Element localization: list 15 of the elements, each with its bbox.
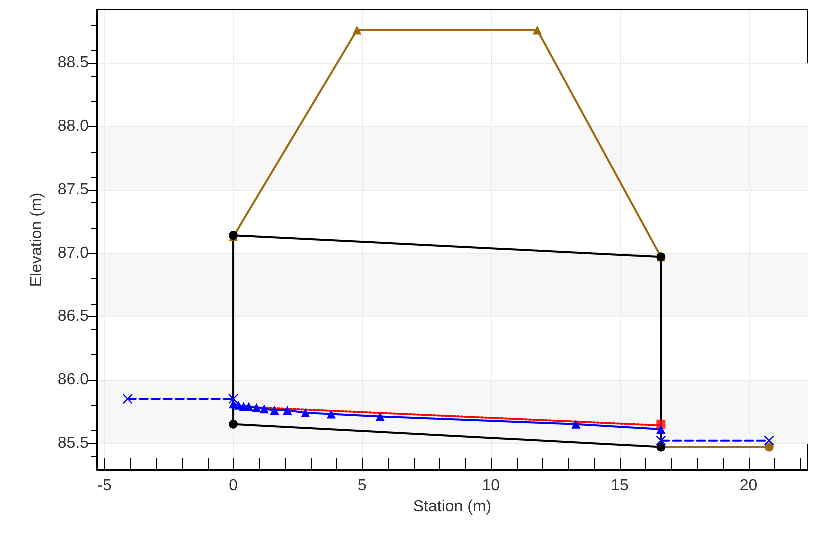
x-tick-label: 20 [740,478,758,494]
x-tick-label: 10 [482,478,500,494]
x-tick-label: 0 [229,478,238,494]
y-axis-title: Elevation (m) [28,192,46,288]
y-tick-label: 87.5 [58,181,90,198]
y-tick-label: 86.5 [58,308,90,326]
y-tick-label: 88.0 [58,118,90,136]
x-axis-title: Station (m) [413,498,492,516]
x-tick-label: 15 [611,478,629,494]
y-tick-label: 85.5 [58,434,90,452]
y-tick-label: 88.5 [58,54,90,72]
x-tick-label: 5 [358,478,367,494]
y-tick-label: 87.0 [58,244,90,262]
x-tick-label: -5 [98,478,112,494]
y-tick-label: 86.0 [58,372,90,389]
